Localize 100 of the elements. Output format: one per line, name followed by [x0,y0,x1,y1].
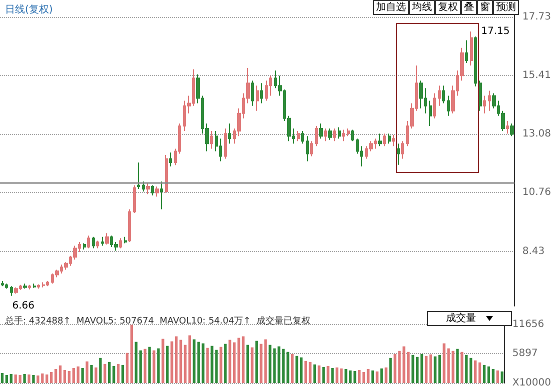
bar [492,368,495,383]
candlestick [119,238,122,249]
bar [242,336,245,383]
candlestick [342,129,345,142]
bar [139,350,142,383]
bar [50,372,53,383]
candlestick [383,133,386,147]
candlestick [87,235,90,249]
candlestick [474,36,477,87]
bar [349,370,352,383]
bar [228,340,232,383]
candlestick [169,152,172,167]
annotation: 预测 [493,0,519,15]
candlestick [310,140,313,157]
candlestick [28,284,31,290]
candlestick [137,162,140,190]
bar [434,356,436,383]
bar [23,374,26,383]
bar [318,365,320,383]
candlestick [105,232,109,245]
annotation: 加自选 [373,0,409,15]
bar [134,342,138,383]
bar [371,370,374,383]
bar [362,372,366,383]
bar [353,370,356,383]
bar [18,374,22,383]
bar [121,364,124,383]
bar [72,368,75,383]
y-tick-label: 15.41 [522,70,552,81]
bar [10,374,12,383]
candlestick [301,130,304,144]
y-tick-label: 13.08 [522,128,552,140]
candlestick [155,186,159,198]
candlestick [433,92,436,119]
bar [104,364,106,383]
candlestick [319,122,323,140]
candlestick [23,283,27,290]
bar [202,343,204,383]
bar [500,371,504,383]
annotation: 复权 [435,0,461,15]
bar [331,368,334,383]
bar [322,366,325,383]
candlestick [401,140,404,160]
bar [380,368,383,383]
bar [166,346,169,383]
bar [429,354,432,383]
candlestick [315,126,318,147]
bar [255,340,258,383]
annotation: 叠 [461,0,477,15]
chart-title: 总手: 432488↑ MAVOL5: 507674 MAVOL10: 54.04万↑ 成交量已复权 [4,316,310,326]
candlestick [378,133,382,147]
bar [108,362,111,383]
bar [179,340,182,383]
bar [474,360,477,383]
candlestick [256,85,259,112]
annotation: 17.15 [481,26,510,37]
candlestick [228,122,231,144]
bar [144,348,146,383]
bar [389,358,392,383]
candlestick [438,85,441,106]
candlestick [392,134,395,147]
candlestick [388,133,391,144]
bar [130,324,133,383]
candlestick [151,184,154,196]
y-tick-label: 10.76 [522,187,552,198]
candlestick [351,129,354,142]
bar [126,352,129,383]
annotation: 均线 [409,0,435,15]
candlestick [37,284,40,290]
bar [188,335,192,383]
candlestick [488,90,491,112]
candlestick [328,128,332,140]
bar [63,370,66,383]
candlestick [324,128,327,142]
bar [224,344,227,383]
bar [237,338,240,383]
bar [416,356,419,383]
candlestick [128,208,131,242]
bar [232,342,236,383]
bar [308,362,312,383]
bar [326,366,330,383]
candlestick [42,282,45,288]
annotation: 6.66 [12,300,35,312]
candlestick [333,128,336,142]
candlestick [10,286,13,296]
candlestick [210,130,213,150]
candlestick [429,100,432,126]
bar [300,357,303,383]
candlestick [297,130,300,142]
candlestick [101,236,104,246]
candlestick [165,154,168,194]
bar [148,346,151,383]
bar [264,339,267,383]
bar [99,358,102,383]
bar [291,354,294,383]
candlestick [479,80,482,112]
candlestick [447,95,450,116]
candlestick [347,128,350,137]
bar [424,356,428,383]
bar [76,366,80,383]
